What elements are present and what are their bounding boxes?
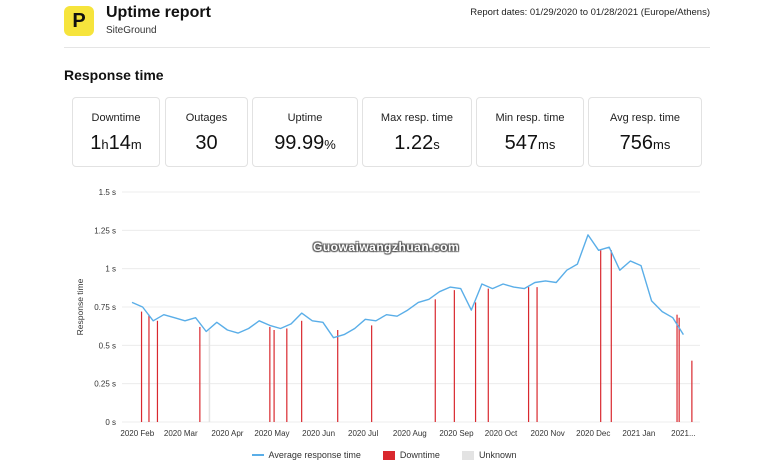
stat-value: 1.22s [394,132,440,154]
stat-card-avg-resp: Avg resp. time 756ms [588,97,702,167]
stat-value: 30 [195,132,218,154]
stat-value: 1h14m [90,132,142,154]
legend-item-downtime[interactable]: Downtime [382,450,440,460]
report-title: Uptime report [106,4,211,21]
legend-label: Average response time [268,450,361,460]
stat-label: Min resp. time [495,112,565,124]
legend-box-swatch [461,450,474,460]
watermark: Guowaiwangzhuan.com [313,240,460,254]
stat-label: Max resp. time [380,112,454,124]
report-dates: Report dates: 01/29/2020 to 01/28/2021 (… [470,7,710,18]
x-tick-label: 2021 Jan [622,429,655,438]
stat-value: 99.99% [274,132,336,154]
stat-card-max-resp: Max resp. time 1.22s [362,97,472,167]
x-tick-label: 2020 Jun [302,429,335,438]
response-time-chart: 0 s 0.25 s 0.5 s 0.75 s 1 s 1.25 s 1.5 s Respon… [75,188,700,438]
x-tick-label: 2020 Dec [576,429,610,438]
x-tick-label: 2020 Oct [485,429,518,438]
legend-box-swatch [382,450,395,460]
site-name: SiteGround [106,25,157,36]
stat-card-downtime: Downtime 1h14m [72,97,160,167]
x-tick-label: 2020 Nov [531,429,565,438]
x-tick-label: 2020 Feb [120,429,154,438]
y-tick-label: 1.5 s [99,188,116,197]
section-title: Response time [64,67,164,83]
legend-label: Downtime [399,450,440,460]
stat-card-uptime: Uptime 99.99% [252,97,358,167]
y-tick-label: 1 s [105,265,116,274]
x-tick-label: 2020 May [254,429,289,438]
legend-label: Unknown [478,450,517,460]
stat-label: Downtime [91,112,141,124]
series-line-avg-response [131,234,684,339]
x-tick-label: 2020 Jul [348,429,378,438]
legend-line-swatch [251,454,264,456]
y-tick-label: 0.5 s [99,341,116,350]
siteground-logo: P [64,6,94,36]
x-tick-label: 2020 Mar [164,429,198,438]
logo-letter: P [72,9,86,32]
stat-value: 756ms [619,132,671,154]
chart-legend: Average response time Downtime Unknown [0,450,768,460]
stat-value: 547ms [504,132,556,154]
stat-label: Avg resp. time [609,112,681,124]
y-axis-label: Response time [75,278,85,335]
x-tick-label: 2020 Apr [211,429,243,438]
stat-card-min-resp: Min resp. time 547ms [476,97,584,167]
y-tick-label: 0.75 s [94,303,116,312]
stat-label: Outages [185,112,228,124]
legend-item-unknown[interactable]: Unknown [461,450,517,460]
y-tick-label: 0.25 s [94,380,116,389]
x-tick-label: 2021... [671,429,695,438]
y-tick-label: 1.25 s [94,226,116,235]
legend-item-avg-response[interactable]: Average response time [251,450,361,460]
stat-card-outages: Outages 30 [165,97,248,167]
x-tick-label: 2020 Aug [393,429,427,438]
x-tick-label: 2020 Sep [439,429,474,438]
header-divider [64,47,710,48]
y-tick-label: 0 s [105,418,116,427]
stat-label: Uptime [287,112,323,124]
